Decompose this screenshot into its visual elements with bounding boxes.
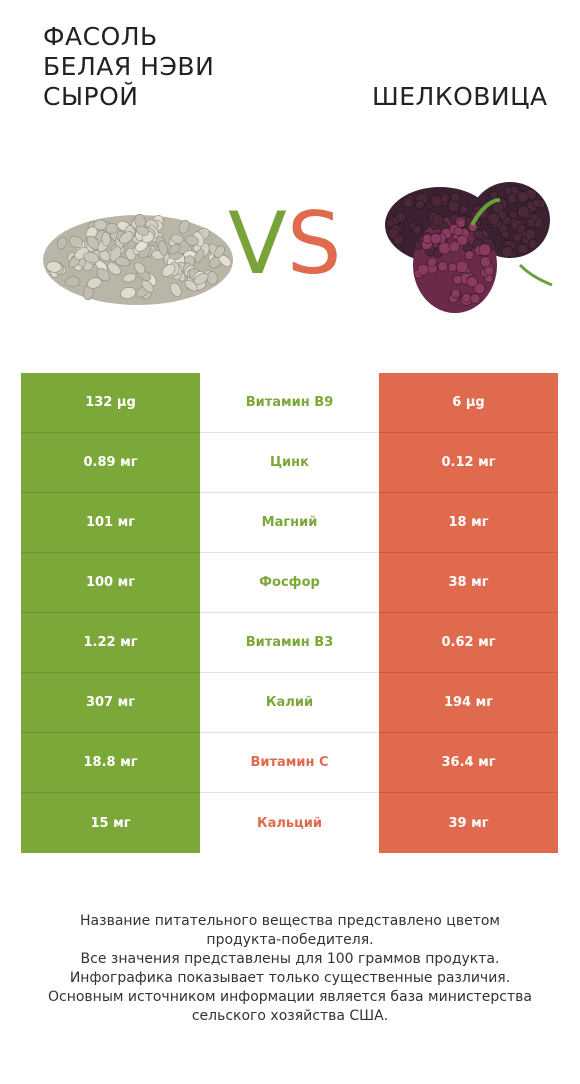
- table-row: 15 мг Кальций 39 мг: [21, 793, 558, 853]
- table-row: 0.89 мг Цинк 0.12 мг: [21, 433, 558, 493]
- left-product-title: ФАСОЛЬ БЕЛАЯ НЭВИ СЫРОЙ: [43, 22, 215, 111]
- footer-line: продукта-победителя.: [206, 932, 374, 948]
- white-navy-beans-image: [43, 213, 233, 305]
- mulberry-image: [385, 182, 553, 313]
- right-value-cell: 18 мг: [379, 493, 558, 553]
- nutrient-comparison-table: 132 µg Витамин B9 6 µg 0.89 мг Цинк 0.12 мг 10…: [21, 373, 558, 853]
- nutrient-name-cell: Фосфор: [200, 553, 379, 613]
- table-row: 18.8 мг Витамин C 36.4 мг: [21, 733, 558, 793]
- right-value-cell: 39 мг: [379, 793, 558, 853]
- table-row: 132 µg Витамин B9 6 µg: [21, 373, 558, 433]
- left-value-cell: 1.22 мг: [21, 613, 200, 673]
- nutrient-name-cell: Витамин B3: [200, 613, 379, 673]
- footer-line: Инфографика показывает только существенн…: [69, 970, 511, 986]
- nutrient-name-cell: Магний: [200, 493, 379, 553]
- nutrient-name-cell: Витамин B9: [200, 373, 379, 433]
- table-row: 100 мг Фосфор 38 мг: [21, 553, 558, 613]
- table-row: 1.22 мг Витамин B3 0.62 мг: [21, 613, 558, 673]
- footer-notes: Название питательного вещества представл…: [0, 912, 580, 1026]
- left-value-cell: 101 мг: [21, 493, 200, 553]
- vs-s-letter: S: [286, 194, 342, 294]
- right-value-cell: 38 мг: [379, 553, 558, 613]
- right-value-cell: 194 мг: [379, 673, 558, 733]
- left-value-cell: 18.8 мг: [21, 733, 200, 793]
- footer-line: Основным источником информации является …: [48, 989, 532, 1005]
- left-value-cell: 15 мг: [21, 793, 200, 853]
- table-row: 101 мг Магний 18 мг: [21, 493, 558, 553]
- right-product-title: ШЕЛКОВИЦА: [372, 82, 548, 111]
- nutrient-name-cell: Кальций: [200, 793, 379, 853]
- footer-line: Название питательного вещества представл…: [80, 913, 500, 929]
- table-row: 307 мг Калий 194 мг: [21, 673, 558, 733]
- footer-line: сельского хозяйства США.: [191, 1008, 389, 1024]
- left-value-cell: 132 µg: [21, 373, 200, 433]
- vs-v-letter: V: [228, 194, 287, 294]
- right-value-cell: 36.4 мг: [379, 733, 558, 793]
- left-value-cell: 100 мг: [21, 553, 200, 613]
- left-value-cell: 307 мг: [21, 673, 200, 733]
- right-value-cell: 6 µg: [379, 373, 558, 433]
- left-value-cell: 0.89 мг: [21, 433, 200, 493]
- vs-label: VS: [228, 196, 341, 292]
- nutrient-name-cell: Калий: [200, 673, 379, 733]
- nutrient-name-cell: Цинк: [200, 433, 379, 493]
- right-value-cell: 0.12 мг: [379, 433, 558, 493]
- footer-line: Все значения представлены для 100 граммо…: [80, 951, 500, 967]
- right-value-cell: 0.62 мг: [379, 613, 558, 673]
- nutrient-name-cell: Витамин C: [200, 733, 379, 793]
